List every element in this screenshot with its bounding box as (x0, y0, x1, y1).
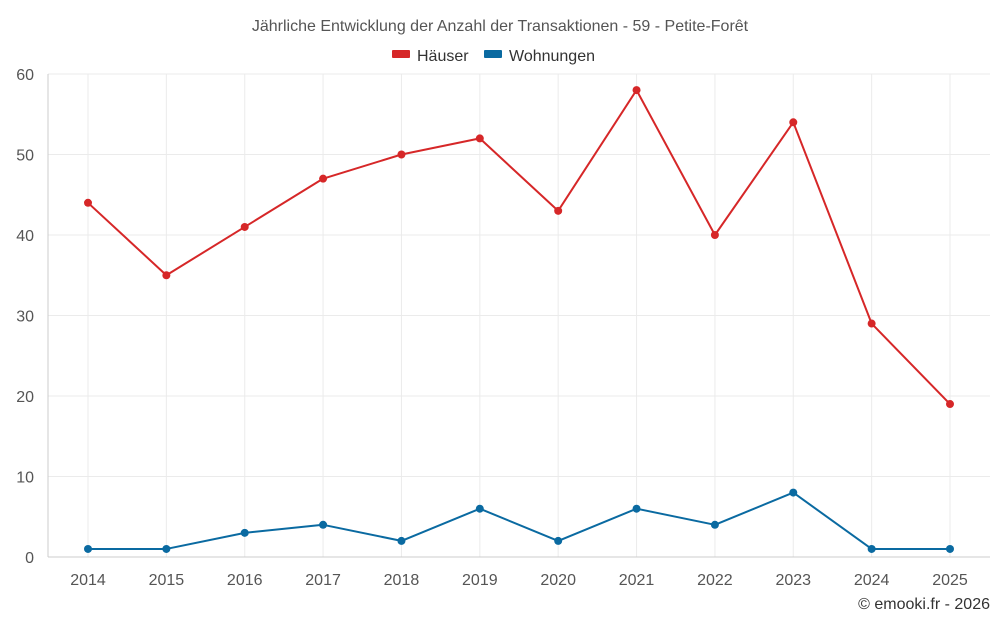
data-point-wohnungen[interactable] (240, 528, 249, 537)
data-point-wohnungen[interactable] (162, 544, 171, 553)
y-tick-label: 60 (16, 67, 34, 84)
data-point-wohnungen[interactable] (710, 520, 719, 529)
data-point-wohnungen[interactable] (946, 544, 954, 553)
data-point-haeuser[interactable] (475, 134, 484, 143)
data-point-wohnungen[interactable] (319, 520, 328, 529)
x-tick-label: 2014 (70, 572, 106, 589)
data-point-haeuser[interactable] (554, 206, 563, 215)
x-tick-label: 2021 (619, 572, 655, 589)
data-point-haeuser[interactable] (632, 86, 641, 95)
grid (48, 73, 990, 557)
x-tick-label: 2016 (227, 572, 263, 589)
data-point-haeuser[interactable] (162, 271, 171, 280)
data-point-haeuser[interactable] (710, 231, 719, 239)
axes: 0 10 20 30 40 50 60 2014 2015 2016 2017 2018 2019 202… (16, 67, 990, 589)
series-wohnungen (84, 488, 954, 553)
data-point-haeuser[interactable] (84, 198, 92, 207)
series-haeuser (84, 86, 954, 409)
legend: Häuser Wohnungen (392, 48, 595, 65)
legend-swatch-haeuser (392, 50, 410, 58)
legend-label-haeuser[interactable]: Häuser (417, 48, 469, 65)
series (84, 86, 954, 553)
chart-title: Jährliche Entwicklung der Anzahl der Tra… (252, 18, 749, 35)
data-point-wohnungen[interactable] (84, 544, 92, 553)
y-tick-label: 20 (16, 389, 34, 406)
copyright-credit: © emooki.fr - 2026 (858, 596, 990, 613)
series-line-haeuser (87, 89, 951, 405)
x-tick-label: 2018 (384, 572, 420, 589)
data-point-haeuser[interactable] (789, 118, 798, 127)
x-tick-label: 2019 (462, 572, 498, 589)
x-tick-label: 2022 (697, 572, 733, 589)
legend-swatch-wohnungen (484, 50, 502, 58)
x-tick-label: 2015 (149, 572, 185, 589)
x-tick-label: 2020 (540, 572, 576, 589)
x-tick-label: 2017 (305, 572, 341, 589)
data-point-wohnungen[interactable] (554, 536, 563, 545)
series-line-wohnungen (88, 491, 950, 550)
data-point-wohnungen[interactable] (397, 536, 406, 545)
data-point-haeuser[interactable] (240, 222, 249, 231)
x-tick-label: 2024 (854, 572, 890, 589)
data-point-haeuser[interactable] (946, 400, 954, 409)
data-point-wohnungen[interactable] (867, 544, 876, 553)
data-point-wohnungen[interactable] (475, 504, 484, 513)
x-tick-label: 2025 (932, 572, 968, 589)
y-tick-label: 40 (16, 228, 34, 245)
data-point-haeuser[interactable] (397, 150, 406, 159)
y-tick-label: 30 (16, 309, 34, 326)
data-point-haeuser[interactable] (319, 174, 328, 183)
y-tick-label: 10 (16, 470, 34, 487)
data-point-haeuser[interactable] (867, 319, 876, 328)
legend-label-wohnungen[interactable]: Wohnungen (509, 48, 595, 65)
y-tick-label: 0 (25, 550, 34, 567)
data-point-wohnungen[interactable] (789, 488, 798, 497)
x-tick-label: 2023 (775, 572, 811, 589)
y-tick-label: 50 (16, 148, 34, 165)
data-point-wohnungen[interactable] (632, 504, 641, 513)
